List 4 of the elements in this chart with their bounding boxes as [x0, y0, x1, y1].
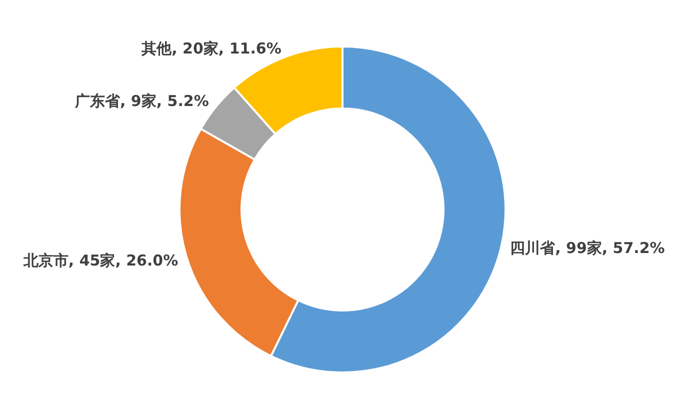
slice-label: 北京市, 45家, 26.0%	[22, 251, 178, 270]
slice-label: 广东省, 9家, 5.2%	[74, 92, 209, 110]
slice-label: 四川省, 99家, 57.2%	[510, 239, 665, 258]
slice-label: 其他, 20家, 11.6%	[140, 40, 282, 58]
